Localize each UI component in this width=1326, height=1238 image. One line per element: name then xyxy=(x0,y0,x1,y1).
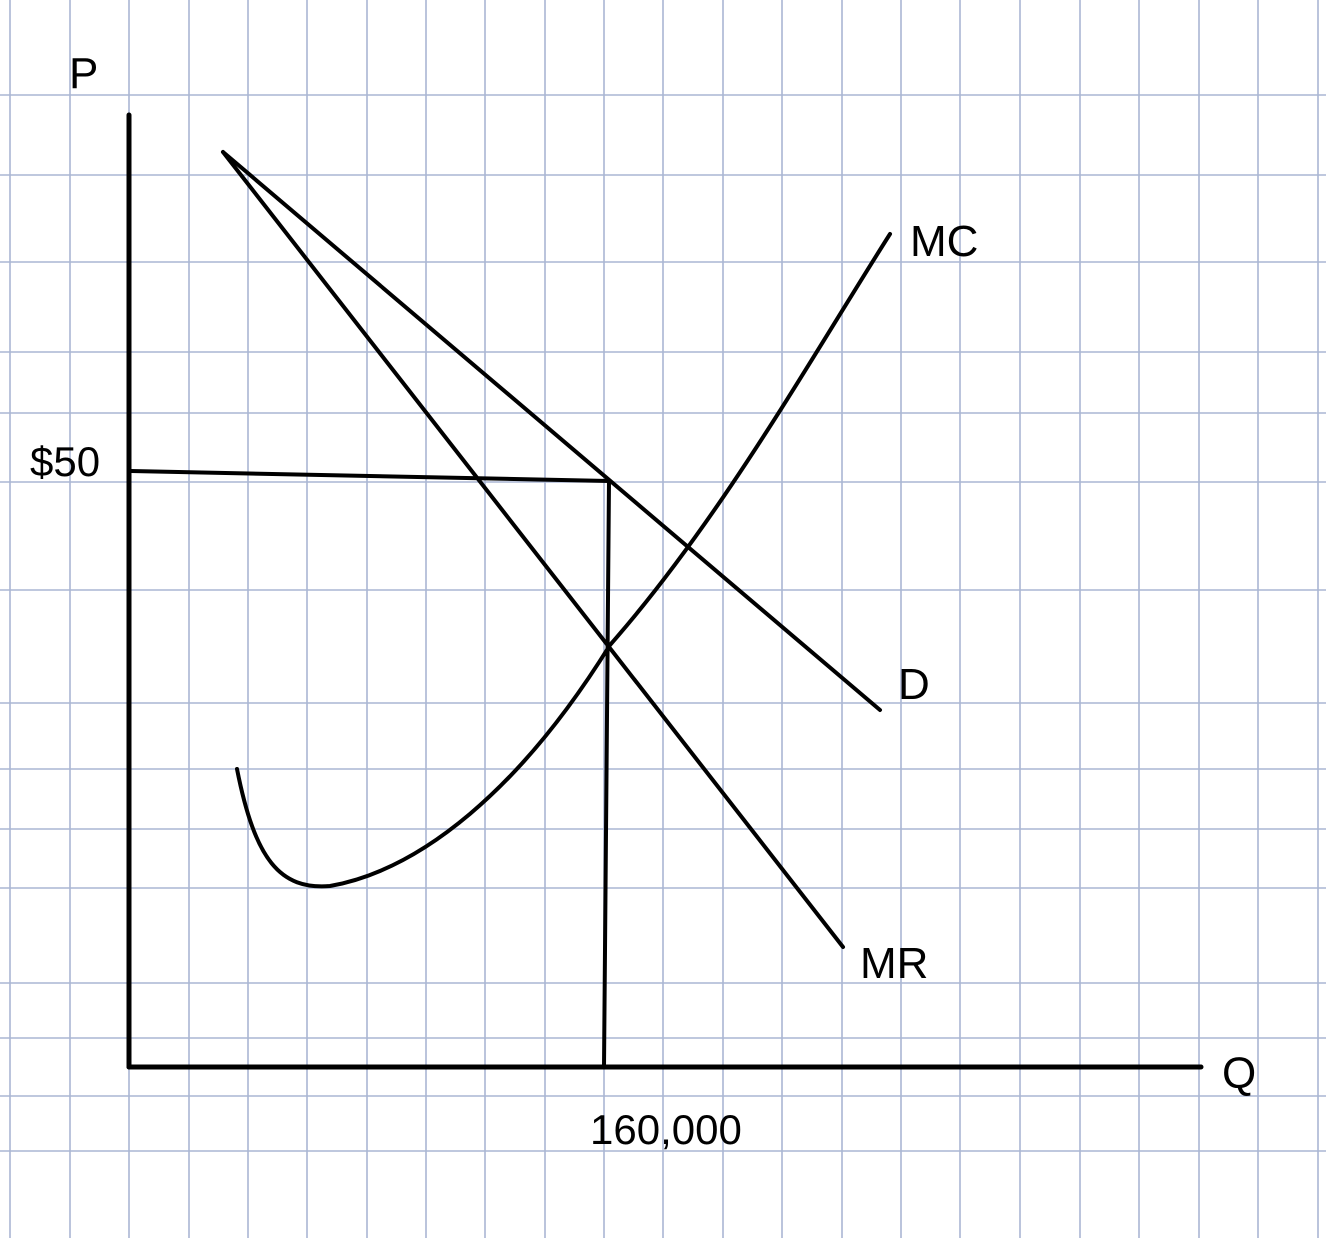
series-mc-label: MC xyxy=(910,217,978,266)
x-tick-label-quantity: 160,000 xyxy=(590,1106,742,1153)
series-mc-line xyxy=(235,232,892,889)
quantity-guide-line xyxy=(602,479,611,1069)
series-d-label: D xyxy=(898,660,930,709)
series-d-line xyxy=(221,150,882,712)
series-mr-line xyxy=(221,150,845,949)
x-axis-label: Q xyxy=(1222,1049,1256,1098)
y-axis-label: P xyxy=(69,49,98,98)
y-tick-label-price: $50 xyxy=(30,438,100,485)
series-mr-label: MR xyxy=(860,939,928,988)
price-guide-line xyxy=(129,469,611,483)
